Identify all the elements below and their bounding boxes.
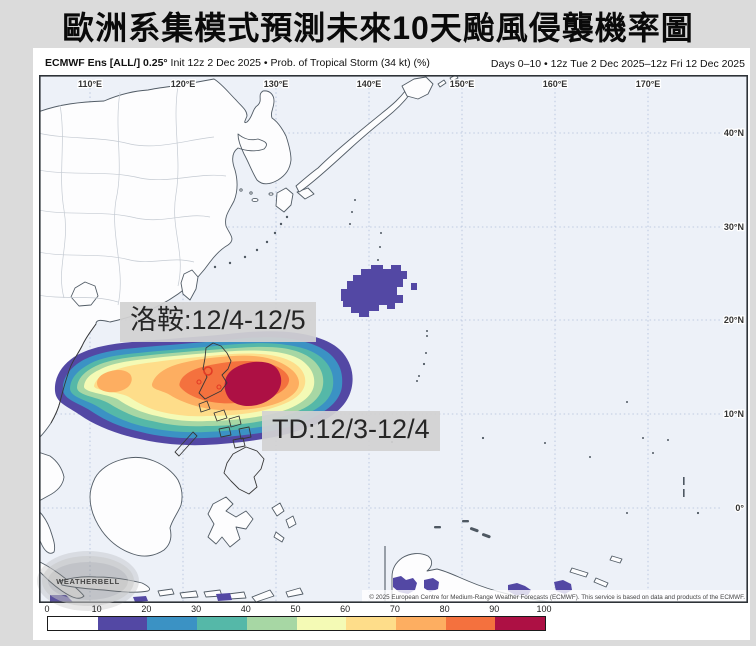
colorbar-seg-60: [346, 617, 396, 630]
lon-label-150e: 150°E: [450, 79, 475, 89]
solomon-2: [609, 555, 623, 564]
halmahera: [271, 502, 285, 517]
weatherbell-logo: WEATHERBELL: [42, 556, 134, 606]
storm-position-markers: [196, 366, 222, 390]
lat-label-0: 0°: [735, 503, 744, 513]
colorbar-seg-30: [197, 617, 247, 630]
lon-label-120e: 120°E: [171, 79, 196, 89]
vietnam-coast-overlay: [50, 323, 97, 424]
colorbar-tick-30: 30: [191, 604, 202, 614]
hainan: [70, 281, 99, 307]
kuril-1: [437, 79, 447, 88]
lon-label-170e: 170°E: [636, 79, 661, 89]
visayas-3: [218, 426, 232, 438]
lon-label-160e: 160°E: [543, 79, 568, 89]
model-subtitle: Init 12z 2 Dec 2025 • Prob. of Tropical …: [167, 57, 430, 69]
colorbar-tick-0: 0: [44, 604, 50, 614]
colorbar-seg-80: [445, 617, 496, 630]
contour-south-4: [393, 576, 417, 594]
storm-marker-main: [203, 366, 213, 376]
mindoro: [198, 400, 211, 413]
solomon-1: [593, 577, 609, 588]
lon-label-140e: 140°E: [357, 79, 382, 89]
lat-label-40n: 40°N: [724, 128, 744, 138]
contour-70pct-west: [97, 370, 132, 393]
small-islands: [213, 199, 700, 539]
map-header-right: Days 0–10 • 12z Tue 2 Dec 2025–12z Fri 1…: [490, 58, 745, 70]
map-border: [39, 75, 749, 603]
contour-90pct: [224, 361, 282, 406]
moluccas-2: [273, 531, 285, 543]
contour-south-3: [216, 593, 232, 601]
colorbar-seg-40: [246, 617, 297, 630]
map-header-left: ECMWF Ens [ALL/] 0.25° Init 12z 2 Dec 20…: [45, 57, 430, 69]
lat-label-10n: 10°N: [724, 409, 744, 419]
taiwan: [180, 269, 199, 301]
flores-east: [285, 587, 304, 598]
sunda-1: [157, 588, 175, 597]
asia-mainland: [39, 78, 292, 440]
lat-label-20n: 20°N: [724, 315, 744, 325]
map-canvas: 110°E 120°E 130°E 140°E 150°E 160°E 170°…: [39, 75, 749, 603]
kyushu: [275, 187, 294, 213]
storm-marker-small-2: [216, 384, 222, 390]
colorbar-tick-80: 80: [439, 604, 450, 614]
colorbar-seg-70: [395, 617, 446, 630]
sunda-2: [179, 590, 199, 599]
colorbar-seg-20: [147, 617, 198, 630]
page-title: 歐洲系集模式預測未來10天颱風侵襲機率圖: [62, 10, 694, 46]
colorbar-seg-90: [495, 617, 546, 630]
axis-labels: 110°E 120°E 130°E 140°E 150°E 160°E 170°…: [77, 78, 746, 515]
contour-south-2: [133, 596, 148, 602]
colorbar-seg-50: [296, 617, 347, 630]
moluccas-1: [285, 515, 297, 529]
copyright-text: © 2025 European Centre for Medium-Range …: [369, 593, 745, 601]
borneo: [89, 457, 183, 557]
new-britain: [569, 567, 589, 578]
timor: [251, 589, 275, 603]
probability-colorbar: [47, 616, 546, 631]
colorbar-tick-70: 70: [389, 604, 400, 614]
malay-sliver: [39, 510, 56, 554]
copyright-backing: [362, 590, 747, 602]
annotation-td: TD:12/3-12/4: [262, 411, 440, 451]
colorbar-seg-10: [97, 617, 148, 630]
colorbar-tick-90: 90: [489, 604, 500, 614]
visayas-4: [238, 426, 252, 440]
contour-ne-cluster: [341, 265, 407, 317]
lat-label-30n: 30°N: [724, 222, 744, 232]
weatherbell-logo-text: WEATHERBELL: [56, 576, 120, 586]
lon-label-110e: 110°E: [78, 79, 102, 89]
lon-label-130e: 130°E: [264, 79, 289, 89]
palawan: [174, 431, 198, 457]
contour-south-5: [424, 578, 439, 592]
annotation-storm-lawin: 洛鞍:12/4-12/5: [120, 302, 316, 342]
contour-south-1: [50, 595, 74, 603]
java: [59, 576, 151, 593]
colorbar-tick-100: 100: [536, 604, 552, 614]
storm-marker-small-1: [196, 379, 202, 385]
colorbar-tick-10: 10: [91, 604, 102, 614]
colorbar-tick-40: 40: [240, 604, 251, 614]
province-boundaries: [39, 85, 227, 306]
colorbar-seg-0: [48, 617, 98, 630]
visayas-2: [228, 415, 242, 428]
colorbar-tick-60: 60: [340, 604, 351, 614]
mindanao: [223, 446, 265, 495]
hokkaido: [401, 76, 434, 100]
sulawesi: [207, 496, 254, 548]
landmasses: [39, 75, 623, 603]
colorbar-tick-50: 50: [290, 604, 301, 614]
model-name: ECMWF Ens [ALL/] 0.25°: [45, 57, 168, 69]
visayas-5: [232, 437, 246, 449]
overlay-coastlines: [50, 323, 265, 495]
colorbar-tick-20: 20: [141, 604, 152, 614]
indochina-coast: [39, 451, 65, 502]
visayas-1: [213, 409, 228, 422]
contour-ne-dot: [411, 283, 417, 290]
